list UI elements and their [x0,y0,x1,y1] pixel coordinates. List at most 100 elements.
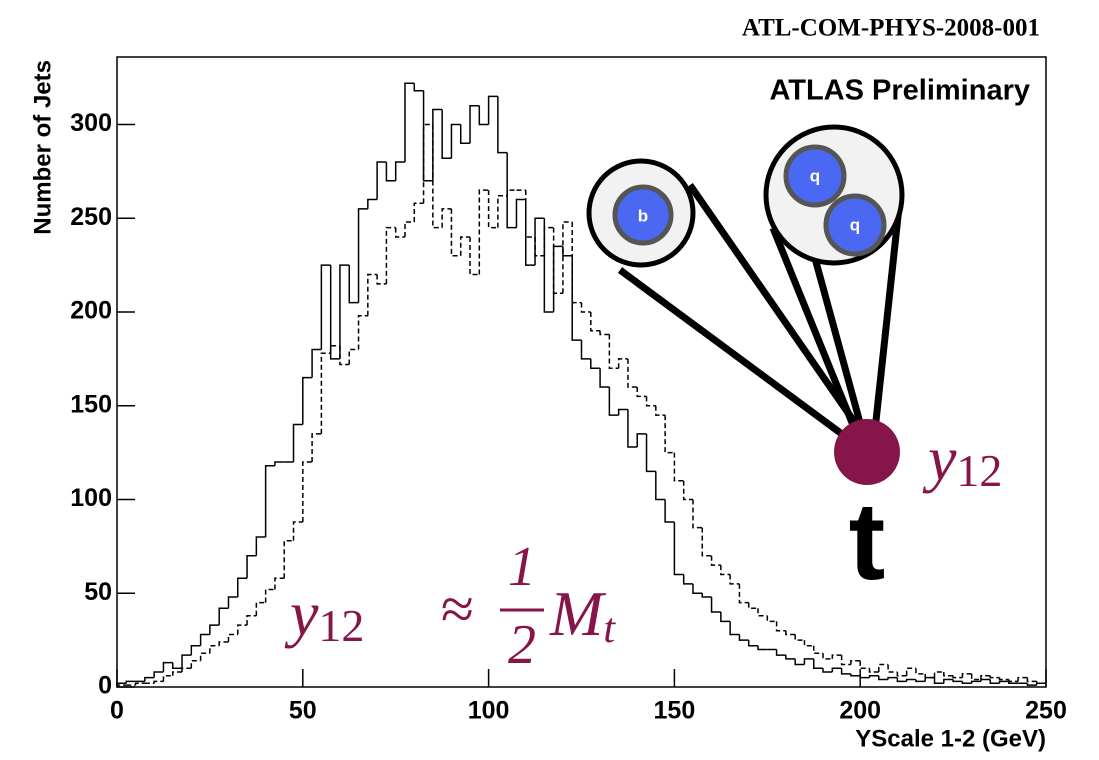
histogram-step [896,677,907,683]
q-label: q [810,166,820,185]
histogram-step [311,433,322,462]
y-tick-label: 100 [70,484,112,512]
y-tick-label: 300 [70,109,112,137]
histogram-step [181,654,192,669]
q-label: q [850,215,860,234]
chart-title: ATLAS Preliminary [769,75,1030,107]
histogram-step [980,675,991,680]
histogram-step [292,521,303,541]
histogram-step [617,358,628,369]
histogram-step [487,190,498,229]
x-tick-label: 200 [839,697,881,725]
histogram-step [785,655,796,660]
histogram-step [840,668,851,675]
histogram-step [580,340,591,360]
histogram-step [432,124,443,229]
histogram-step [190,645,201,656]
lhs-sub: 12 [318,600,364,651]
histogram-step [422,123,433,204]
histogram-step [153,680,164,684]
histogram-step [329,345,340,354]
histogram-step [627,358,638,388]
histogram-step [394,227,405,238]
b-label: b [638,206,648,225]
histogram-step [515,198,526,228]
histogram-step [655,405,666,416]
histogram-step [227,596,238,609]
rhs-sub: t [603,606,616,652]
histogram-step [682,574,693,585]
histogram-step [868,668,879,673]
histogram-step [775,649,786,656]
histogram-step [970,673,981,681]
histogram-step [905,678,916,682]
histogram-step [506,152,517,229]
histogram-step [367,273,378,316]
histogram-step [125,680,136,684]
histogram-step [952,675,963,679]
histogram-step [302,461,313,522]
histogram-step [413,83,424,92]
y-axis-label: Number of Jets [29,60,56,235]
histogram-step [580,302,591,313]
histogram-step [469,105,480,144]
x-axis-label: YScale 1-2 (GeV) [855,725,1046,752]
y-tick-label: 250 [70,203,112,231]
histogram-step [701,593,712,598]
histogram-step [376,274,387,285]
histogram-step [237,624,248,635]
histogram-step [738,634,749,641]
histogram-step [590,358,601,369]
histogram-step [952,679,963,683]
histogram-step [915,679,926,683]
x-tick-label: 150 [654,697,696,725]
lhs: y [284,578,319,649]
histogram-step [961,673,972,678]
histogram-step [525,199,536,266]
histogram-step [1017,676,1028,682]
histogram-step [134,682,145,686]
histogram-step [450,208,461,257]
histogram-step [608,334,619,369]
histogram-step [850,673,861,677]
histogram-step [794,634,805,641]
histogram-step [831,667,842,672]
histogram-step [701,527,712,557]
histogram-step [636,433,647,447]
histogram-step [1008,679,1019,683]
histogram-step [459,236,471,256]
histogram-step [859,660,870,669]
histogram-step [199,652,210,661]
histogram-step [617,408,628,416]
header: ATL-COM-PHYS-2008-001 [742,15,1040,42]
histogram-step [357,208,368,303]
y-tick-label: 50 [84,578,112,606]
histogram-step [209,624,220,635]
histogram-step [478,105,489,126]
histogram-step [385,162,396,182]
histogram-step [989,679,1000,684]
histogram-step [441,208,452,228]
histogram-step [218,641,229,646]
histogram-step [645,396,656,407]
histogram-step [450,123,461,159]
histogram-step [813,645,824,654]
symbol-base: y [922,423,957,494]
histogram-step [664,415,675,454]
histogram-step [1026,677,1037,683]
histogram-step [320,352,331,434]
histogram-step [432,108,443,181]
histogram-step [599,368,610,388]
histogram-step [441,109,452,159]
histogram-step [497,195,508,228]
histogram-step [227,633,238,642]
histogram-step [339,264,350,359]
histogram-step [199,633,210,646]
formula-rel: ≈ [440,576,473,642]
histogram-step [720,565,731,576]
histogram-step [246,615,257,626]
histogram-step [673,522,684,576]
histogram-step [608,387,619,416]
histogram-step [664,499,675,523]
histogram-step [171,671,183,676]
